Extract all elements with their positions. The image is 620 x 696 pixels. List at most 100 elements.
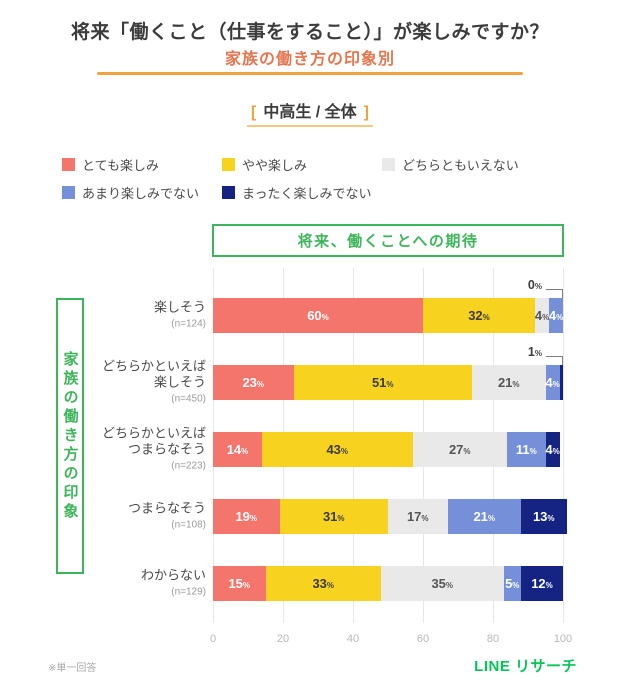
bar-segment: 4% — [545, 365, 560, 400]
segment-value-label: 4% — [545, 375, 560, 390]
bar-row: どちらかといえば 楽しそう (n=450) 23% 51% 21% 4% 1% — [0, 345, 620, 404]
close-bracket: ] — [363, 104, 369, 121]
bar-segment: 11% — [507, 432, 546, 467]
x-axis-tick-label: 80 — [486, 633, 500, 645]
x-axis-tick-label: 20 — [276, 633, 290, 645]
segment-value-label: 19% — [235, 509, 258, 524]
x-axis-tick-label: 40 — [346, 633, 360, 645]
category-axis-title-box: 家族の働き方の印象 — [56, 298, 84, 574]
legend-swatch — [222, 185, 235, 199]
segment-value-label: 11% — [515, 442, 537, 457]
bar-segment: 19% — [213, 499, 280, 534]
segment-value-label: 60% — [307, 308, 329, 323]
bar-segment: 51% — [293, 365, 472, 400]
bar-segment: 23% — [213, 365, 294, 400]
sample-size-label: (n=450) — [171, 393, 206, 404]
page-subtitle: 家族の働き方の印象別 — [224, 51, 395, 68]
segment-value-label: 31% — [322, 509, 345, 524]
group-label-text: 中高生 / 全体 — [263, 104, 357, 121]
bar-segment: 4% — [549, 298, 563, 333]
segment-value-label: 14% — [226, 442, 249, 457]
legend-item: あまり楽しみでない — [62, 183, 222, 202]
bar-segment: 35% — [381, 566, 504, 601]
segment-value-label: 51% — [371, 375, 394, 390]
bar-segment — [559, 365, 563, 400]
legend-row-1: とても楽しみ やや楽しみ どちらともいえない — [62, 150, 592, 178]
chart-header-box: 将来、働くことへの期待 — [212, 224, 564, 257]
bar-row: わからない (n=129) 15% 33% 35% 5% 12% — [0, 566, 620, 601]
gridline — [563, 268, 564, 623]
legend-label: とても楽しみ — [82, 157, 159, 173]
segment-value-label: 33% — [312, 576, 335, 591]
bar-segment: 60% — [213, 298, 423, 333]
footnote: ※単一回答 — [48, 663, 97, 674]
legend-swatch — [382, 157, 395, 171]
x-axis-tick-label: 60 — [416, 633, 430, 645]
category-label: つまらなそう (n=108) — [128, 500, 206, 533]
legend-item: とても楽しみ — [62, 155, 222, 174]
bar-segment: 15% — [213, 566, 266, 601]
bar-segment: 27% — [412, 432, 507, 467]
bar-row: どちらかといえば つまらなそう (n=223) 14% 43% 27% 11% 4% — [0, 425, 620, 471]
sample-size-label: (n=124) — [171, 318, 206, 329]
legend-label: まったく楽しみでない — [242, 185, 372, 201]
open-bracket: [ — [251, 104, 257, 121]
callout-value: 1% — [527, 345, 542, 359]
segment-value-label: 17% — [406, 509, 429, 524]
category-label: どちらかといえば つまらなそう (n=223) — [102, 425, 206, 474]
stacked-bar: 23% 51% 21% 4% — [213, 365, 563, 400]
legend-label: やや楽しみ — [242, 157, 308, 173]
segment-value-label: 4% — [548, 308, 564, 323]
page-title: 将来「働くこと（仕事をすること）」が楽しみですか？ — [70, 22, 549, 43]
callout-value: 0% — [527, 278, 542, 292]
segment-value-label: 15% — [228, 576, 251, 591]
category-label: どちらかといえば 楽しそう (n=450) — [102, 358, 206, 407]
group-label-underline — [247, 125, 373, 127]
bar-segment: 32% — [423, 298, 535, 333]
segment-value-label: 43% — [326, 442, 349, 457]
bar-segment: 21% — [472, 365, 546, 400]
category-label: わからない (n=129) — [141, 567, 206, 600]
bar-segment: 4% — [545, 432, 560, 467]
bar-segment: 4% — [535, 298, 549, 333]
x-axis-tick-label: 100 — [553, 633, 573, 645]
bar-row: 楽しそう (n=124) 60% 32% 4% 4% 0% — [0, 278, 620, 333]
segment-value-label: 23% — [242, 375, 265, 390]
legend-item: まったく楽しみでない — [222, 183, 382, 202]
segment-value-label: 12% — [531, 576, 553, 591]
bar-segment: 43% — [262, 432, 413, 467]
bar-segment: 33% — [265, 566, 381, 601]
segment-value-label: 32% — [468, 308, 490, 323]
segment-value-label: 21% — [473, 509, 496, 524]
legend-item: どちらともいえない — [382, 155, 542, 174]
line-research-logo: LINE リサーチ — [474, 658, 577, 675]
legend-swatch — [62, 185, 75, 199]
group-label: [ 中高生 / 全体] — [0, 98, 620, 122]
bar-segment: 12% — [521, 566, 563, 601]
segment-value-label: 5% — [505, 576, 520, 591]
chart-header-label: 将来、働くことへの期待 — [297, 233, 479, 250]
bar-segment: 5% — [503, 566, 521, 601]
legend-row-2: あまり楽しみでない まったく楽しみでない — [62, 178, 592, 206]
bar-segment: 17% — [388, 499, 448, 534]
legend-item: やや楽しみ — [222, 155, 382, 174]
callout-connector — [546, 289, 563, 298]
bar-segment: 21% — [447, 499, 521, 534]
stacked-bar: 15% 33% 35% 5% 12% — [213, 566, 563, 601]
segment-value-label: 35% — [431, 576, 454, 591]
category-label: 楽しそう (n=124) — [154, 299, 206, 332]
sample-size-label: (n=108) — [171, 519, 206, 530]
category-axis-title: 家族の働き方の印象 — [61, 350, 79, 522]
x-axis-tick-label: 0 — [209, 633, 217, 645]
callout-connector — [546, 356, 563, 365]
segment-value-label: 27% — [448, 442, 471, 457]
segment-value-label: 21% — [497, 375, 520, 390]
bar-segment: 31% — [279, 499, 388, 534]
title-underline — [97, 72, 523, 75]
segment-value-label: 4% — [534, 308, 550, 323]
segment-value-label: 13% — [532, 509, 555, 524]
legend-label: あまり楽しみでない — [82, 185, 200, 201]
legend-label: どちらともいえない — [402, 157, 519, 173]
